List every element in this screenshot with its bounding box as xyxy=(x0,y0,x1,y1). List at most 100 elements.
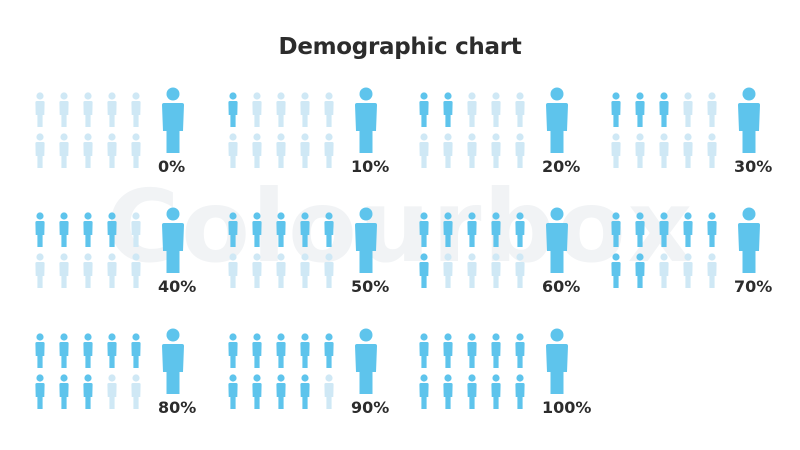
person-icon-small xyxy=(228,92,238,127)
person-icon-small xyxy=(228,212,238,247)
person-icon-small xyxy=(107,212,117,247)
person-icon-small xyxy=(707,92,717,127)
person-icon-small xyxy=(683,253,693,288)
person-icon-small xyxy=(515,212,525,247)
person-icon-small xyxy=(683,212,693,247)
person-icon-small xyxy=(83,333,93,368)
person-icon-small xyxy=(300,212,310,247)
person-icon-small xyxy=(59,92,69,127)
person-icon-small xyxy=(515,374,525,409)
person-icon-small xyxy=(131,92,141,127)
person-icon-small xyxy=(611,133,621,168)
person-icon-small xyxy=(611,253,621,288)
person-icon-small xyxy=(443,253,453,288)
person-icon-small xyxy=(683,133,693,168)
person-icon-small xyxy=(252,333,262,368)
person-icon-small xyxy=(59,212,69,247)
person-icon-large xyxy=(738,207,760,273)
person-icon-small xyxy=(659,92,669,127)
pictogram-group: 90% xyxy=(228,328,389,417)
percentage-label: 30% xyxy=(734,157,772,176)
percentage-label: 0% xyxy=(158,157,185,176)
pictogram-group: 10% xyxy=(228,87,389,176)
pictogram-group: 100% xyxy=(419,328,591,417)
person-icon-small xyxy=(659,133,669,168)
person-icon-small xyxy=(467,92,477,127)
pictogram-group: 20% xyxy=(419,87,580,176)
person-icon-small xyxy=(324,212,334,247)
person-icon-small xyxy=(131,212,141,247)
person-icon-small xyxy=(659,253,669,288)
percentage-label: 60% xyxy=(542,277,580,296)
person-icon-small xyxy=(419,212,429,247)
person-icon-small xyxy=(491,374,501,409)
person-icon-small xyxy=(635,92,645,127)
person-icon-small xyxy=(276,333,286,368)
pictogram-group: 40% xyxy=(35,207,196,296)
person-icon-large xyxy=(162,207,184,273)
person-icon-small xyxy=(443,333,453,368)
person-icon-small xyxy=(252,374,262,409)
person-icon-large xyxy=(546,328,568,394)
person-icon-small xyxy=(276,92,286,127)
person-icon-small xyxy=(131,133,141,168)
person-icon-small xyxy=(252,133,262,168)
person-icon-small xyxy=(324,133,334,168)
person-icon-small xyxy=(443,212,453,247)
person-icon-small xyxy=(107,333,117,368)
person-icon-small xyxy=(443,92,453,127)
person-icon-small xyxy=(107,374,117,409)
person-icon-small xyxy=(35,92,45,127)
person-icon-small xyxy=(419,92,429,127)
person-icon-small xyxy=(252,92,262,127)
person-icon-small xyxy=(659,212,669,247)
person-icon-large xyxy=(162,328,184,394)
person-icon-small xyxy=(324,374,334,409)
person-icon-small xyxy=(707,133,717,168)
person-icon-large xyxy=(355,87,377,153)
chart-title: Demographic chart xyxy=(278,34,522,60)
person-icon-small xyxy=(491,133,501,168)
person-icon-small xyxy=(419,333,429,368)
percentage-label: 50% xyxy=(351,277,389,296)
person-icon-small xyxy=(300,133,310,168)
person-icon-small xyxy=(107,133,117,168)
person-icon-small xyxy=(467,374,477,409)
percentage-label: 20% xyxy=(542,157,580,176)
person-icon-small xyxy=(467,133,477,168)
person-icon-small xyxy=(83,92,93,127)
person-icon-small xyxy=(83,374,93,409)
person-icon-small xyxy=(35,333,45,368)
person-icon-small xyxy=(635,133,645,168)
person-icon-small xyxy=(252,212,262,247)
person-icon-large xyxy=(738,87,760,153)
person-icon-small xyxy=(131,374,141,409)
person-icon-small xyxy=(131,333,141,368)
person-icon-small xyxy=(276,253,286,288)
person-icon-small xyxy=(300,374,310,409)
person-icon-small xyxy=(707,253,717,288)
person-icon-small xyxy=(683,92,693,127)
person-icon-small xyxy=(324,253,334,288)
person-icon-small xyxy=(276,374,286,409)
pictogram-group: 0% xyxy=(35,87,185,176)
person-icon-small xyxy=(515,133,525,168)
person-icon-small xyxy=(300,333,310,368)
person-icon-small xyxy=(35,253,45,288)
person-icon-small xyxy=(611,212,621,247)
person-icon-small xyxy=(228,133,238,168)
person-icon-small xyxy=(35,133,45,168)
person-icon-small xyxy=(83,212,93,247)
percentage-label: 70% xyxy=(734,277,772,296)
person-icon-large xyxy=(355,328,377,394)
person-icon-small xyxy=(276,133,286,168)
person-icon-large xyxy=(355,207,377,273)
person-icon-small xyxy=(443,133,453,168)
person-icon-small xyxy=(419,374,429,409)
pictogram-group: 70% xyxy=(611,207,772,296)
person-icon-small xyxy=(467,333,477,368)
person-icon-small xyxy=(300,92,310,127)
person-icon-small xyxy=(443,374,453,409)
person-icon-small xyxy=(491,253,501,288)
pictogram-group: 60% xyxy=(419,207,580,296)
